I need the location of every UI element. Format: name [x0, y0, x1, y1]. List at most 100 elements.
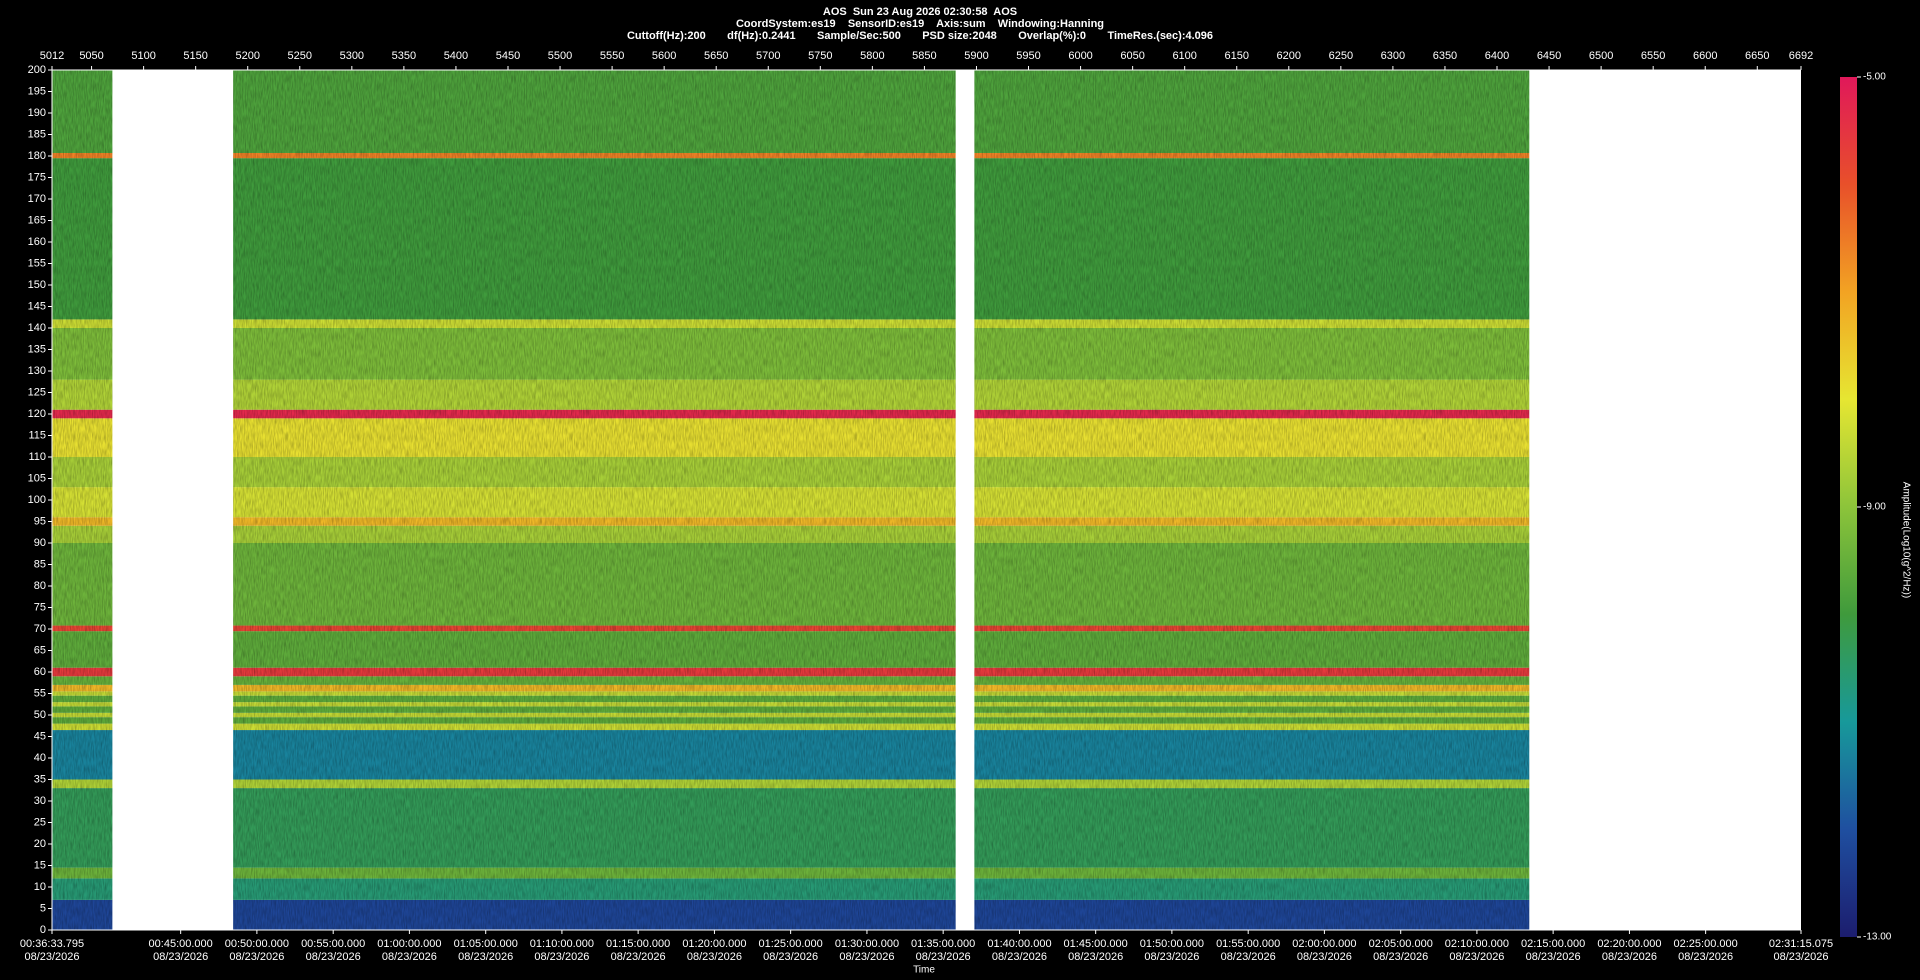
x2-tick-date: 08/23/2026: [1773, 951, 1828, 963]
x2-tick-label: 02:31:15.075: [1769, 938, 1833, 950]
noise-texture: [52, 70, 113, 930]
data-segment: [974, 70, 1530, 930]
y-tick-label: 10: [34, 881, 46, 893]
y-tick-label: 95: [34, 515, 46, 527]
chart-title: AOS Sun 23 Aug 2026 02:30:58 AOS: [823, 6, 1017, 18]
y-tick-label: 140: [28, 322, 46, 334]
y-tick-label: 190: [28, 107, 46, 119]
x2-tick-label: 02:05:00.000: [1369, 938, 1433, 950]
x-tick-label: 6600: [1693, 50, 1717, 62]
x2-tick-date: 08/23/2026: [1449, 951, 1504, 963]
x2-tick-date: 08/23/2026: [153, 951, 208, 963]
x-tick-label: 5500: [548, 50, 572, 62]
y-tick-label: 85: [34, 558, 46, 570]
y-tick-label: 5: [40, 902, 46, 914]
x2-tick-label: 01:30:00.000: [835, 938, 899, 950]
x2-tick-label: 02:25:00.000: [1674, 938, 1738, 950]
x-tick-label: 6100: [1172, 50, 1196, 62]
colorbar-label: Amplitude(Log10(g^2/Hz)): [1900, 482, 1911, 598]
x-tick-label: 6550: [1641, 50, 1665, 62]
x2-tick-date: 08/23/2026: [687, 951, 742, 963]
x2-tick-date: 08/23/2026: [992, 951, 1047, 963]
x-tick-label: 5012: [40, 50, 64, 62]
x-tick-label: 6150: [1224, 50, 1248, 62]
x2-tick-label: 02:15:00.000: [1521, 938, 1585, 950]
colorbar: [1840, 77, 1857, 937]
y-tick-label: 25: [34, 816, 46, 828]
x-tick-label: 5650: [704, 50, 728, 62]
y-tick-label: 40: [34, 752, 46, 764]
y-tick-label: 105: [28, 472, 46, 484]
x-tick-label: 5100: [131, 50, 155, 62]
y-tick-label: 160: [28, 236, 46, 248]
x2-tick-label: 01:10:00.000: [530, 938, 594, 950]
x2-tick-label: 01:20:00.000: [682, 938, 746, 950]
y-tick-label: 125: [28, 386, 46, 398]
y-tick-label: 200: [28, 64, 46, 76]
x2-tick-label: 01:00:00.000: [377, 938, 441, 950]
y-tick-label: 30: [34, 795, 46, 807]
x2-tick-date: 08/23/2026: [839, 951, 894, 963]
x-tick-label: 6400: [1485, 50, 1509, 62]
y-tick-label: 185: [28, 128, 46, 140]
x-tick-label: 6450: [1537, 50, 1561, 62]
x-tick-label: 5200: [235, 50, 259, 62]
x-tick-label: 5550: [600, 50, 624, 62]
x2-tick-label: 02:10:00.000: [1445, 938, 1509, 950]
x-tick-label: 5750: [808, 50, 832, 62]
x2-tick-label: 01:05:00.000: [454, 938, 518, 950]
x2-tick-date: 08/23/2026: [1602, 951, 1657, 963]
x-tick-label: 6200: [1277, 50, 1301, 62]
x2-tick-date: 08/23/2026: [1221, 951, 1276, 963]
x2-tick-date: 08/23/2026: [763, 951, 818, 963]
y-tick-label: 70: [34, 623, 46, 635]
y-tick-label: 115: [28, 429, 46, 441]
y-tick-label: 20: [34, 838, 46, 850]
x2-tick-date: 08/23/2026: [534, 951, 589, 963]
x2-tick-date: 08/23/2026: [1678, 951, 1733, 963]
x2-tick-date: 08/23/2026: [229, 951, 284, 963]
y-tick-label: 130: [28, 365, 46, 377]
y-tick-label: 195: [28, 85, 46, 97]
x2-tick-date: 08/23/2026: [458, 951, 513, 963]
x2-tick-date: 08/23/2026: [1373, 951, 1428, 963]
x-tick-label: 5900: [964, 50, 988, 62]
x2-tick-label: 00:55:00.000: [301, 938, 365, 950]
y-tick-label: 120: [28, 408, 46, 420]
y-tick-label: 80: [34, 580, 46, 592]
colorbar-tick-label: -5.00: [1863, 72, 1886, 83]
x-tick-label: 5050: [79, 50, 103, 62]
x2-tick-date: 08/23/2026: [1297, 951, 1352, 963]
y-tick-label: 15: [34, 859, 46, 871]
data-segment: [233, 70, 956, 930]
data-segment: [52, 70, 113, 930]
y-tick-label: 45: [34, 730, 46, 742]
chart-subtitle: CoordSystem:es19 SensorID:es19 Axis:sum …: [736, 18, 1104, 30]
x-tick-label: 5700: [756, 50, 780, 62]
x-tick-label: 6300: [1381, 50, 1405, 62]
x-tick-label: 6050: [1120, 50, 1144, 62]
x2-tick-label: 01:45:00.000: [1064, 938, 1128, 950]
y-tick-label: 150: [28, 279, 46, 291]
y-tick-label: 60: [34, 666, 46, 678]
y-tick-label: 65: [34, 644, 46, 656]
x-tick-label: 5250: [288, 50, 312, 62]
x2-tick-date: 08/23/2026: [916, 951, 971, 963]
y-tick-label: 180: [28, 150, 46, 162]
x-tick-label: 5450: [496, 50, 520, 62]
x2-tick-label: 01:35:00.000: [911, 938, 975, 950]
x2-tick-date: 08/23/2026: [1068, 951, 1123, 963]
y-tick-label: 110: [28, 451, 46, 463]
y-tick-label: 175: [28, 171, 46, 183]
y-tick-label: 170: [28, 193, 46, 205]
x2-tick-date: 08/23/2026: [382, 951, 437, 963]
x-tick-label: 6350: [1433, 50, 1457, 62]
x2-tick-label: 01:15:00.000: [606, 938, 670, 950]
y-tick-label: 90: [34, 537, 46, 549]
x2-tick-label: 01:55:00.000: [1216, 938, 1280, 950]
x-tick-label: 5300: [340, 50, 364, 62]
y-tick-label: 75: [34, 601, 46, 613]
y-tick-label: 155: [28, 257, 46, 269]
